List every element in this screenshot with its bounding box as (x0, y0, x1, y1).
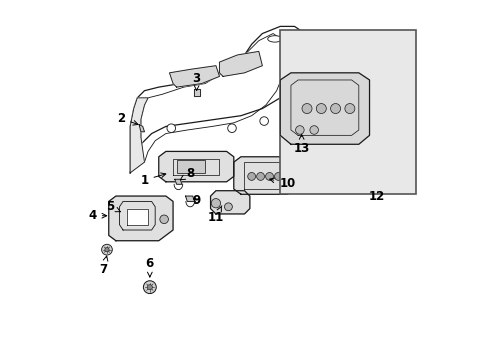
Circle shape (143, 281, 156, 294)
Circle shape (166, 124, 175, 132)
Text: 11: 11 (207, 206, 224, 224)
Circle shape (330, 104, 340, 113)
Polygon shape (169, 66, 219, 87)
Text: 13: 13 (293, 135, 309, 155)
Polygon shape (210, 191, 249, 214)
Circle shape (295, 126, 304, 134)
Bar (280, 30, 415, 194)
Circle shape (247, 172, 255, 180)
Circle shape (224, 203, 232, 211)
Text: 3: 3 (192, 72, 200, 91)
Polygon shape (130, 98, 148, 173)
Circle shape (344, 104, 354, 113)
Text: 2: 2 (117, 112, 138, 125)
Polygon shape (185, 196, 194, 202)
Circle shape (160, 215, 168, 224)
Text: 10: 10 (269, 177, 295, 190)
Circle shape (102, 244, 112, 255)
Polygon shape (233, 157, 294, 194)
Bar (176, 160, 205, 173)
Ellipse shape (267, 36, 282, 42)
Polygon shape (159, 152, 233, 182)
Circle shape (147, 285, 152, 290)
Text: 5: 5 (106, 200, 120, 213)
Text: 1: 1 (140, 173, 165, 186)
Text: 9: 9 (192, 194, 200, 207)
Polygon shape (139, 125, 144, 132)
Circle shape (316, 104, 325, 113)
Text: 12: 12 (368, 190, 384, 203)
Circle shape (309, 126, 318, 134)
Circle shape (227, 124, 236, 132)
Polygon shape (175, 179, 182, 184)
Text: 4: 4 (88, 209, 106, 222)
Text: 6: 6 (145, 257, 154, 277)
Text: 8: 8 (180, 167, 194, 180)
Circle shape (265, 172, 273, 180)
Polygon shape (130, 26, 308, 173)
Polygon shape (280, 73, 369, 144)
Circle shape (211, 199, 220, 208)
Polygon shape (126, 208, 148, 225)
Circle shape (274, 172, 282, 180)
Circle shape (104, 248, 109, 252)
Text: 7: 7 (99, 256, 108, 276)
Circle shape (259, 117, 268, 125)
Polygon shape (219, 51, 262, 76)
Polygon shape (108, 196, 173, 241)
Circle shape (302, 104, 311, 113)
Circle shape (256, 172, 264, 180)
Polygon shape (194, 89, 200, 96)
